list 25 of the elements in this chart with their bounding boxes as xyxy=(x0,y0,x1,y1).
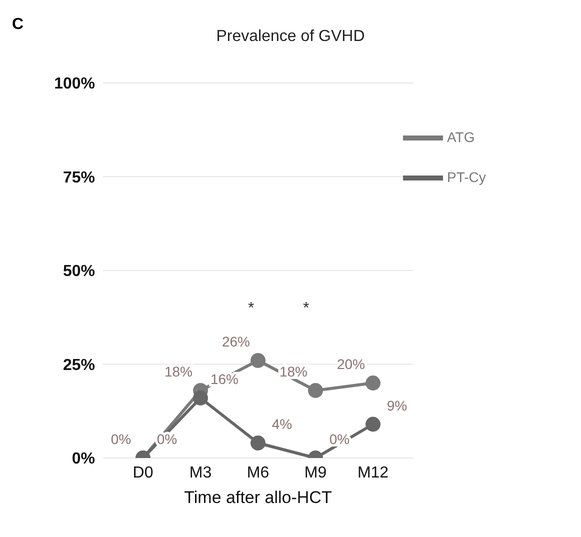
annotation: * xyxy=(248,300,254,318)
data-label: 0% xyxy=(329,431,350,447)
data-label: 4% xyxy=(272,416,292,432)
data-label: 20% xyxy=(336,356,366,372)
text: C xyxy=(12,16,24,34)
y-tick-label: 50% xyxy=(62,263,95,280)
y-tick-label: 25% xyxy=(62,356,95,374)
y-tick-label: 0% xyxy=(72,450,95,468)
data-label: 0% xyxy=(110,431,132,447)
data-label: 26% xyxy=(222,334,250,350)
data-label: 18% xyxy=(164,364,193,380)
chart-title: Prevalence of GVHD xyxy=(216,28,365,45)
legend-label: ATG xyxy=(447,129,475,146)
x-tick-label: M6 xyxy=(246,464,270,482)
x-axis-title: Time after allo-HCT xyxy=(184,488,332,507)
x-tick-label: M9 xyxy=(304,464,327,482)
y-tick-label: 100% xyxy=(54,76,95,93)
y-tick-label: 75% xyxy=(62,169,95,186)
data-label: 9% xyxy=(386,397,408,414)
legend-label: PT-Cy xyxy=(447,169,486,186)
data-label: 18% xyxy=(279,364,308,380)
x-tick-label: D0 xyxy=(132,464,154,482)
x-tick-label: M12 xyxy=(357,464,389,482)
annotation: * xyxy=(303,300,310,318)
x-tick-label: M3 xyxy=(189,464,212,482)
